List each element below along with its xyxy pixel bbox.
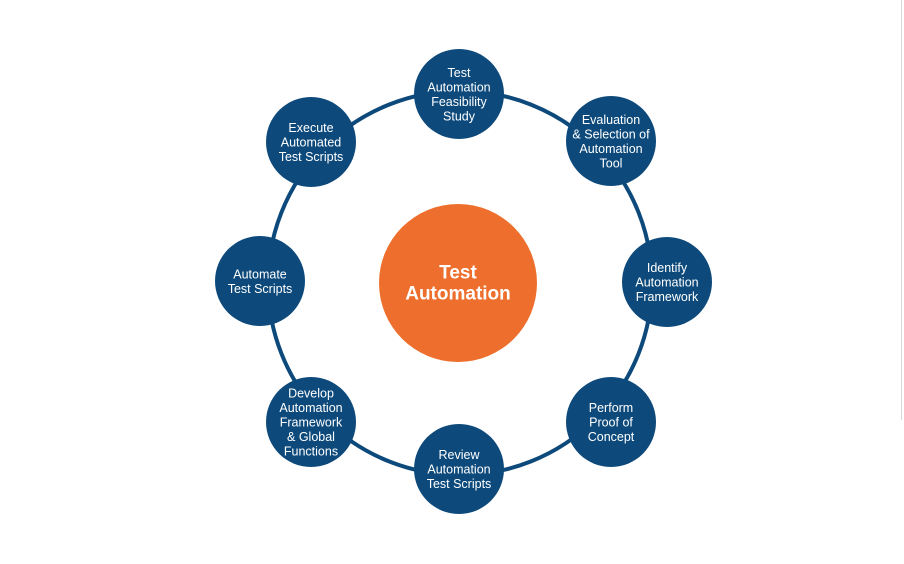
step-circle	[266, 377, 356, 467]
step-label: Develop Automation Framework & Global Functi…	[279, 387, 343, 459]
step-label-line: Test Scripts	[279, 150, 344, 164]
step-label: Perform Proof of Concept	[588, 401, 635, 444]
step-label: Automate Test Scripts	[228, 267, 293, 296]
step-label: Test Automation Feasibility Study	[427, 66, 490, 124]
step-node-identify-framework: Identify Automation Framework	[622, 237, 712, 327]
step-node-develop-framework: Develop Automation Framework & Global Functi…	[266, 377, 356, 467]
center-circle	[379, 204, 537, 362]
step-label-line: Identify	[647, 261, 688, 275]
step-label-line: Test Scripts	[427, 477, 492, 491]
step-node-feasibility: Test Automation Feasibility Study	[414, 49, 504, 139]
step-label-line: Test	[448, 66, 471, 80]
step-node-automate-scripts: Automate Test Scripts	[215, 236, 305, 326]
step-label-line: Execute	[288, 121, 333, 135]
step-node-proof-of-concept: Perform Proof of Concept	[566, 377, 656, 467]
step-label-line: Automation	[279, 401, 342, 415]
center-node: Test Automation	[379, 204, 537, 362]
step-label-line: Feasibility	[431, 95, 487, 109]
step-circle	[414, 424, 504, 514]
step-label-line: Automation	[579, 142, 642, 156]
step-label-line: Framework	[636, 290, 699, 304]
center-label: Test Automation	[405, 263, 511, 305]
step-circle	[566, 377, 656, 467]
step-label-line: & Global	[287, 430, 335, 444]
step-circle	[215, 236, 305, 326]
step-label-line: Tool	[600, 156, 623, 170]
step-label-line: Framework	[280, 416, 343, 430]
step-circle	[566, 96, 656, 186]
step-label: Evaluation & Selection of Automation Tool	[572, 113, 650, 171]
step-node-review-scripts: Review Automation Test Scripts	[414, 424, 504, 514]
step-label-line: Develop	[288, 387, 334, 401]
step-node-tool-selection: Evaluation & Selection of Automation Tool	[566, 96, 656, 186]
step-label-line: Automation	[635, 276, 698, 290]
step-label-line: Study	[443, 109, 476, 123]
center-label-line: Test	[439, 263, 477, 284]
step-label-line: & Selection of	[572, 127, 650, 141]
center-label-line: Automation	[405, 284, 511, 305]
cycle-nodes: Test Automation Feasibility Study Evaluation…	[215, 49, 712, 514]
step-label-line: Perform	[589, 401, 633, 415]
step-label-line: Proof of	[589, 416, 633, 430]
step-circle	[414, 49, 504, 139]
step-label: Identify Automation Framework	[635, 261, 699, 304]
step-label-line: Concept	[588, 430, 635, 444]
step-circle	[266, 97, 356, 187]
step-label-line: Evaluation	[582, 113, 640, 127]
step-label-line: Test Scripts	[228, 282, 293, 296]
step-label: Execute Automated Test Scripts	[279, 121, 344, 164]
step-circle	[622, 237, 712, 327]
step-label-line: Review	[439, 448, 481, 462]
step-label-line: Automation	[427, 463, 490, 477]
step-label-line: Automated	[281, 136, 342, 150]
right-divider	[901, 0, 902, 420]
step-label-line: Automation	[427, 80, 490, 94]
step-label-line: Automate	[233, 267, 287, 281]
step-node-execute-scripts: Execute Automated Test Scripts	[266, 97, 356, 187]
step-label: Review Automation Test Scripts	[427, 448, 492, 491]
step-label-line: Functions	[284, 445, 338, 459]
